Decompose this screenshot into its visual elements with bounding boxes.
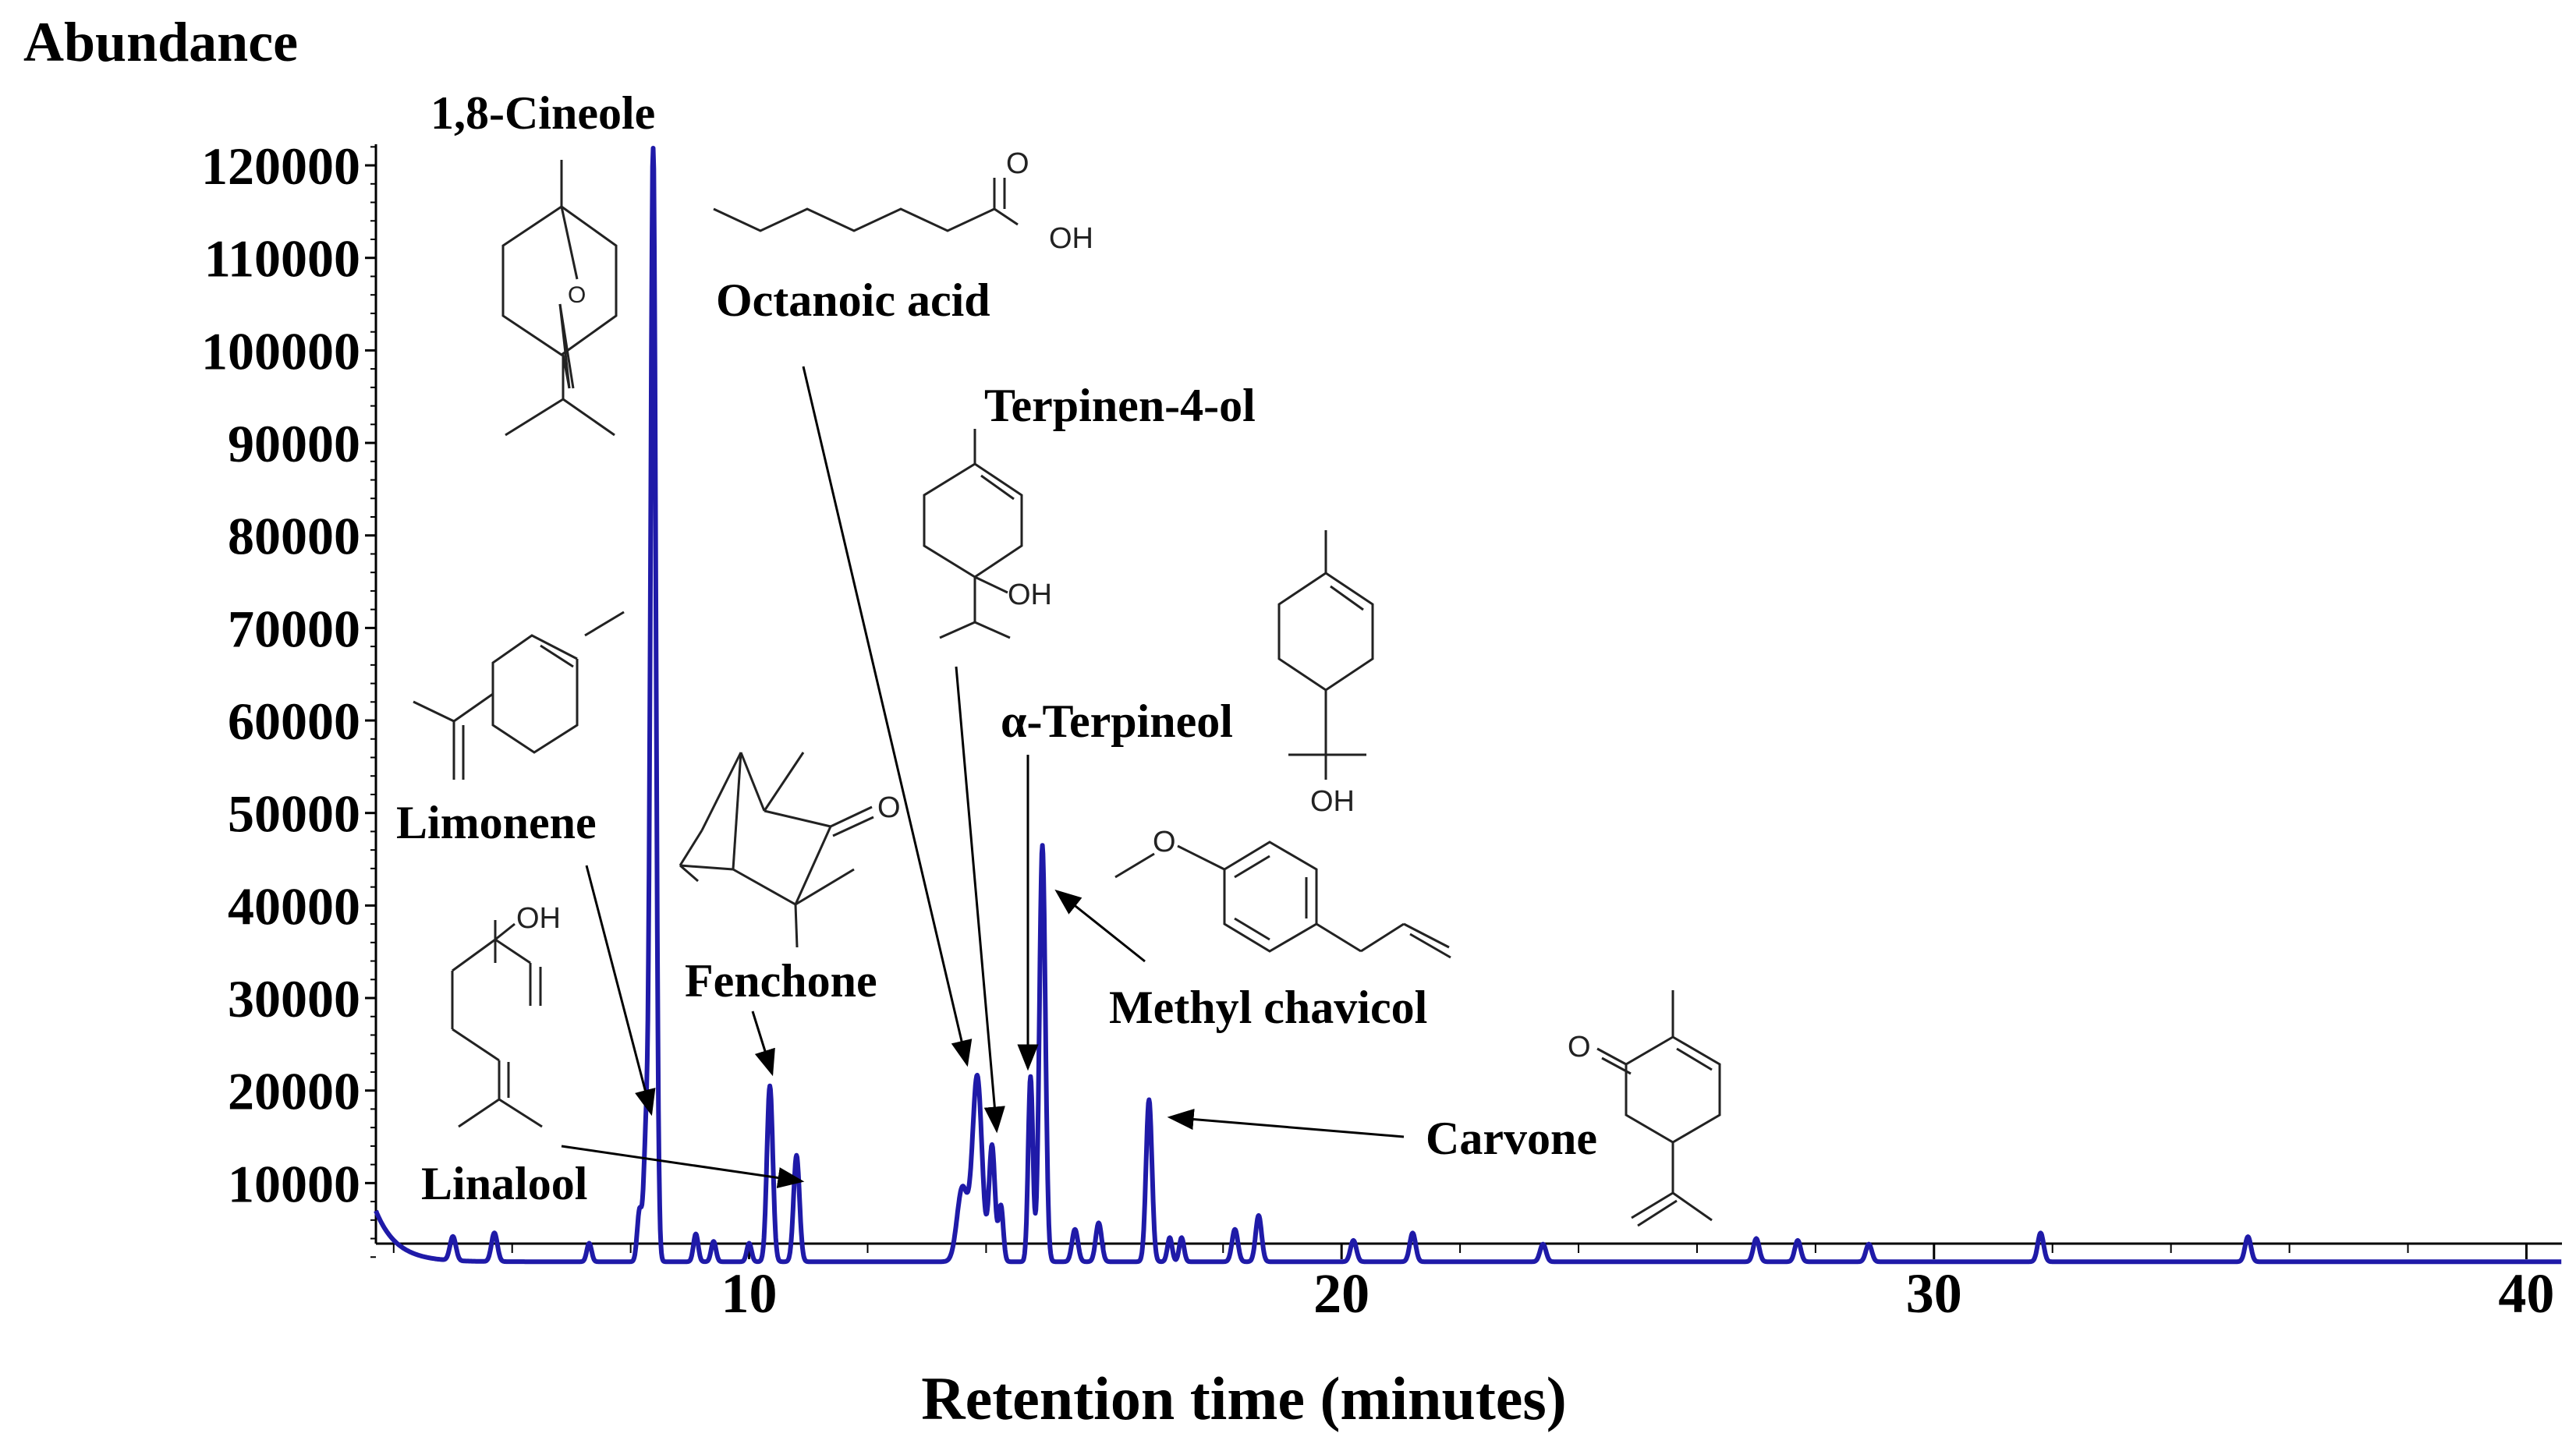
svg-text:O: O <box>1153 826 1176 858</box>
x-axis-ticks: 10 20 30 40 <box>392 1244 2554 1325</box>
svg-text:OH: OH <box>1049 222 1093 255</box>
y-axis-ticks: 10000 20000 30000 40000 50000 60000 70000 80000… <box>201 136 376 1258</box>
y-tick-label: 20000 <box>228 1062 360 1121</box>
label-fenchone: Fenchone <box>685 955 877 1007</box>
arrow-linalool <box>561 1145 805 1189</box>
y-tick-label: 30000 <box>228 969 360 1028</box>
methyl-chavicol-structure-icon: O <box>1114 826 1451 959</box>
arrow-octanoic-acid <box>802 366 973 1067</box>
chromatogram-trace <box>374 146 2564 1265</box>
arrow-carvone <box>1167 1108 1405 1138</box>
x-tick-label: 30 <box>1906 1262 1962 1325</box>
y-tick-label: 100000 <box>201 321 360 380</box>
annotation-arrows <box>561 366 1405 1189</box>
x-tick-label: 40 <box>2498 1262 2554 1325</box>
svg-text:OH: OH <box>516 902 561 935</box>
svg-text:O: O <box>1568 1031 1591 1064</box>
svg-text:O: O <box>1006 147 1029 180</box>
y-tick-label: 70000 <box>228 599 360 658</box>
label-alpha-terpineol: α-Terpineol <box>1001 695 1233 747</box>
x-tick-label: 10 <box>721 1262 778 1325</box>
y-tick-label: 40000 <box>228 876 360 936</box>
y-tick-label: 120000 <box>201 136 360 196</box>
y-tick-label: 90000 <box>228 414 360 473</box>
y-tick-label: 60000 <box>228 692 360 751</box>
svg-text:O: O <box>568 282 586 308</box>
label-terpinen-4-ol: Terpinen-4-ol <box>984 380 1256 431</box>
y-tick-label: 110000 <box>204 229 360 288</box>
carvone-structure-icon: O <box>1568 990 1721 1227</box>
arrow-fenchone <box>751 1010 775 1077</box>
arrow-methyl-chavicol <box>1054 889 1146 963</box>
y-tick-label: 10000 <box>228 1154 360 1213</box>
y-tick-label: 50000 <box>228 784 360 844</box>
label-cineole: 1,8-Cineole <box>431 87 655 139</box>
arrow-terpinen-4-ol <box>955 666 1005 1134</box>
x-tick-label: 20 <box>1313 1262 1369 1325</box>
terpinen-4-ol-structure-icon: OH <box>923 429 1052 639</box>
alpha-terpineol-structure-icon: OH <box>1277 530 1374 818</box>
label-linalool: Linalool <box>421 1158 587 1209</box>
arrow-limonene <box>585 865 656 1117</box>
cineole-structure-icon: O <box>501 160 618 437</box>
y-axis-title: Abundance <box>23 11 298 73</box>
label-methyl-chavicol: Methyl chavicol <box>1109 982 1427 1033</box>
label-octanoic-acid: Octanoic acid <box>716 274 990 326</box>
label-carvone: Carvone <box>1426 1113 1597 1164</box>
linalool-structure-icon: OH <box>451 902 561 1128</box>
label-limonene: Limonene <box>396 797 597 848</box>
fenchone-structure-icon: O <box>679 752 901 948</box>
y-tick-label: 80000 <box>228 507 360 566</box>
x-axis-title: Retention time (minutes) <box>921 1364 1567 1432</box>
svg-text:O: O <box>877 791 901 824</box>
limonene-structure-icon <box>413 611 625 780</box>
svg-text:OH: OH <box>1310 785 1355 818</box>
svg-text:OH: OH <box>1008 579 1052 611</box>
octanoic-acid-structure-icon: O OH <box>713 147 1093 255</box>
